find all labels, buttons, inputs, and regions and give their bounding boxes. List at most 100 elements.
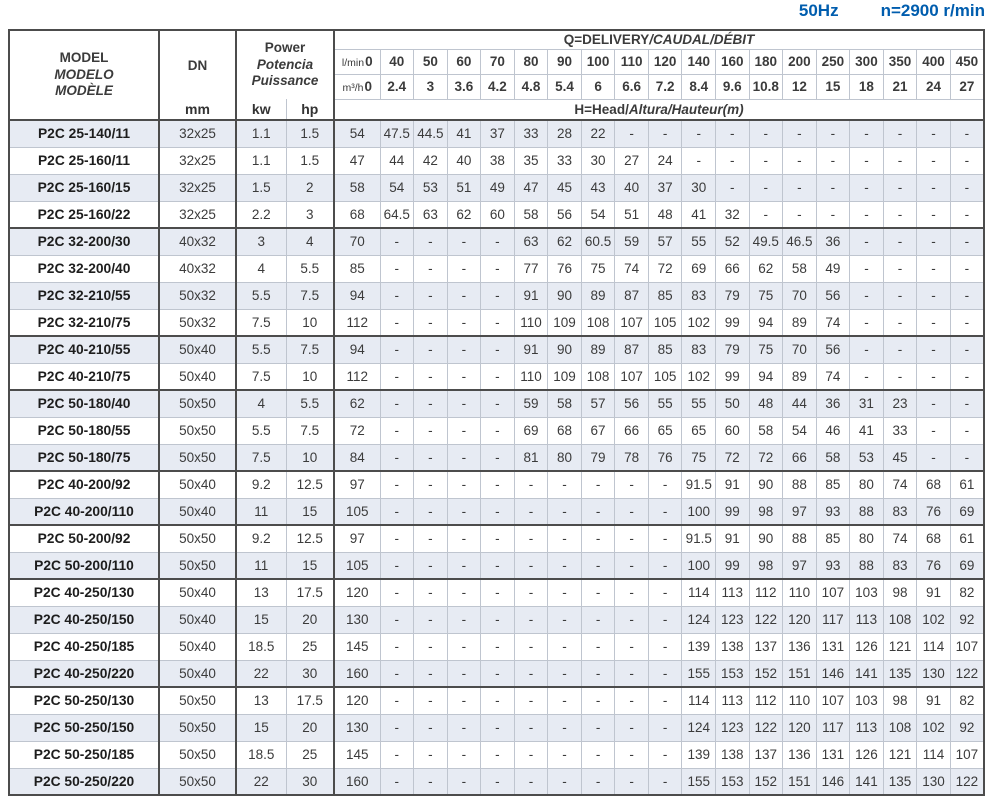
head-cell: 94 bbox=[748, 308, 784, 337]
head-cell: - bbox=[480, 659, 515, 688]
head-cell: 44 bbox=[379, 146, 415, 175]
lmin-value: 40 bbox=[379, 48, 415, 75]
head-cell: 36 bbox=[815, 227, 851, 256]
head-cell: - bbox=[379, 389, 415, 418]
dn-cell: 32x25 bbox=[158, 173, 237, 202]
head-cell: 122 bbox=[949, 767, 985, 796]
head-cell: 35 bbox=[513, 146, 549, 175]
head-cell: 62 bbox=[333, 389, 381, 418]
m3h-value: 18 bbox=[849, 73, 884, 100]
table-row: P2C 32-210/55 50x32 5.5 7.5 94- - - -91 90 89 87 85… bbox=[8, 281, 985, 310]
table-row: P2C 40-250/185 50x40 18.5 25 145- - - - - - - - -139… bbox=[8, 632, 985, 661]
head-cell: 65 bbox=[647, 416, 683, 445]
hp-unit-label: hp bbox=[285, 99, 336, 121]
head-cell: - bbox=[480, 767, 515, 796]
head-cell: - bbox=[446, 389, 482, 418]
head-cell: 131 bbox=[815, 632, 851, 661]
head-cell: - bbox=[849, 281, 884, 310]
kw-cell: 13 bbox=[235, 686, 287, 715]
head-cell: 94 bbox=[333, 281, 381, 310]
model-header-line-en: MODEL bbox=[59, 50, 109, 66]
head-cell: - bbox=[379, 254, 415, 283]
head-cell: 113 bbox=[849, 605, 884, 634]
head-cell: 107 bbox=[949, 740, 985, 769]
head-cell: - bbox=[379, 227, 415, 256]
head-cell: 114 bbox=[681, 578, 716, 607]
table-row: P2C 40-200/92 50x40 9.2 12.5 97- - - - - - - - -91.5… bbox=[8, 470, 985, 499]
table-row: P2C 50-180/75 50x50 7.5 10 84- - - -81 80 79 78 76 7… bbox=[8, 443, 985, 472]
head-cell: 54 bbox=[379, 173, 415, 202]
head-cell: 23 bbox=[882, 389, 918, 418]
head-cell: 102 bbox=[681, 362, 716, 391]
table-row: P2C 50-250/220 50x50 22 30 160- - - - - - - - -155 15… bbox=[8, 767, 985, 796]
head-cell: - bbox=[480, 470, 515, 499]
table-row: P2C 50-180/55 50x50 5.5 7.5 72- - - -69 68 67 66 65… bbox=[8, 416, 985, 445]
head-cell: 56 bbox=[815, 281, 851, 310]
head-cell: 41 bbox=[446, 119, 482, 148]
head-cell: - bbox=[949, 173, 985, 202]
m3h-value: 3.6 bbox=[446, 73, 482, 100]
head-cell: - bbox=[413, 659, 448, 688]
head-cell: 45 bbox=[547, 173, 582, 202]
head-cell: - bbox=[513, 632, 549, 661]
lmin-value: 80 bbox=[513, 48, 549, 75]
delivery-header-row: MODEL MODELO MODÈLE DN Power Potencia Pu… bbox=[8, 29, 985, 121]
hp-cell: 10 bbox=[285, 308, 336, 337]
m3h-value: 6 bbox=[580, 73, 616, 100]
hp-cell: 12.5 bbox=[285, 470, 336, 499]
hp-cell: 25 bbox=[285, 740, 336, 769]
head-cell: - bbox=[647, 497, 683, 526]
head-cell: - bbox=[379, 416, 415, 445]
head-cell: - bbox=[647, 119, 683, 148]
head-cell: 89 bbox=[782, 362, 817, 391]
head-cell: - bbox=[513, 497, 549, 526]
head-cell: - bbox=[714, 173, 750, 202]
head-cell: 52 bbox=[714, 227, 750, 256]
head-cell: 79 bbox=[714, 335, 750, 364]
dn-cell: 50x40 bbox=[158, 497, 237, 526]
table-row: P2C 25-140/11 32x25 1.1 1.5 54 47.5 44.5 41 37 33… bbox=[8, 119, 985, 148]
head-cell: - bbox=[647, 659, 683, 688]
head-cell: 58 bbox=[782, 254, 817, 283]
model-header-line-es: MODELO bbox=[54, 66, 114, 82]
head-cell: - bbox=[480, 686, 515, 715]
head-cell: 122 bbox=[949, 659, 985, 688]
head-cell: 94 bbox=[333, 335, 381, 364]
head-cell: - bbox=[446, 605, 482, 634]
head-cell: - bbox=[647, 767, 683, 796]
head-cell: 75 bbox=[580, 254, 616, 283]
head-cell: 79 bbox=[714, 281, 750, 310]
head-cell: 83 bbox=[882, 497, 918, 526]
head-cell: 92 bbox=[949, 605, 985, 634]
head-cell: - bbox=[681, 146, 716, 175]
head-cell: 60 bbox=[480, 200, 515, 229]
head-cell: - bbox=[647, 551, 683, 580]
hp-cell: 4 bbox=[285, 227, 336, 256]
hp-cell: 2 bbox=[285, 173, 336, 202]
head-cell: - bbox=[916, 362, 951, 391]
table-row: P2C 50-200/92 50x50 9.2 12.5 97- - - - - - - - -91.5… bbox=[8, 524, 985, 553]
head-cell: 97 bbox=[782, 551, 817, 580]
head-cell: - bbox=[480, 335, 515, 364]
head-cell: - bbox=[446, 443, 482, 472]
lmin-value: 90 bbox=[547, 48, 582, 75]
hp-cell: 5.5 bbox=[285, 389, 336, 418]
head-cell: 85 bbox=[815, 524, 851, 553]
head-cell: 124 bbox=[681, 605, 716, 634]
head-cell: 110 bbox=[513, 308, 549, 337]
dn-cell: 50x50 bbox=[158, 686, 237, 715]
head-cell: 24 bbox=[647, 146, 683, 175]
model-cell: P2C 40-250/150 bbox=[8, 605, 160, 634]
head-cell: - bbox=[916, 146, 951, 175]
hp-cell: 12.5 bbox=[285, 524, 336, 553]
table-row: P2C 40-210/55 50x40 5.5 7.5 94- - - -91 90 89 87 85… bbox=[8, 335, 985, 364]
m3h-unit-label: m³/h bbox=[342, 82, 364, 94]
head-cell: 68 bbox=[333, 200, 381, 229]
dn-cell: 50x40 bbox=[158, 362, 237, 391]
hp-cell: 17.5 bbox=[285, 686, 336, 715]
head-cell: - bbox=[413, 605, 448, 634]
table-row: P2C 50-250/150 50x50 15 20 130- - - - - - - - -124 12… bbox=[8, 713, 985, 742]
head-cell: - bbox=[480, 362, 515, 391]
m3h-value: 7.2 bbox=[647, 73, 683, 100]
model-cell: P2C 25-140/11 bbox=[8, 119, 160, 148]
